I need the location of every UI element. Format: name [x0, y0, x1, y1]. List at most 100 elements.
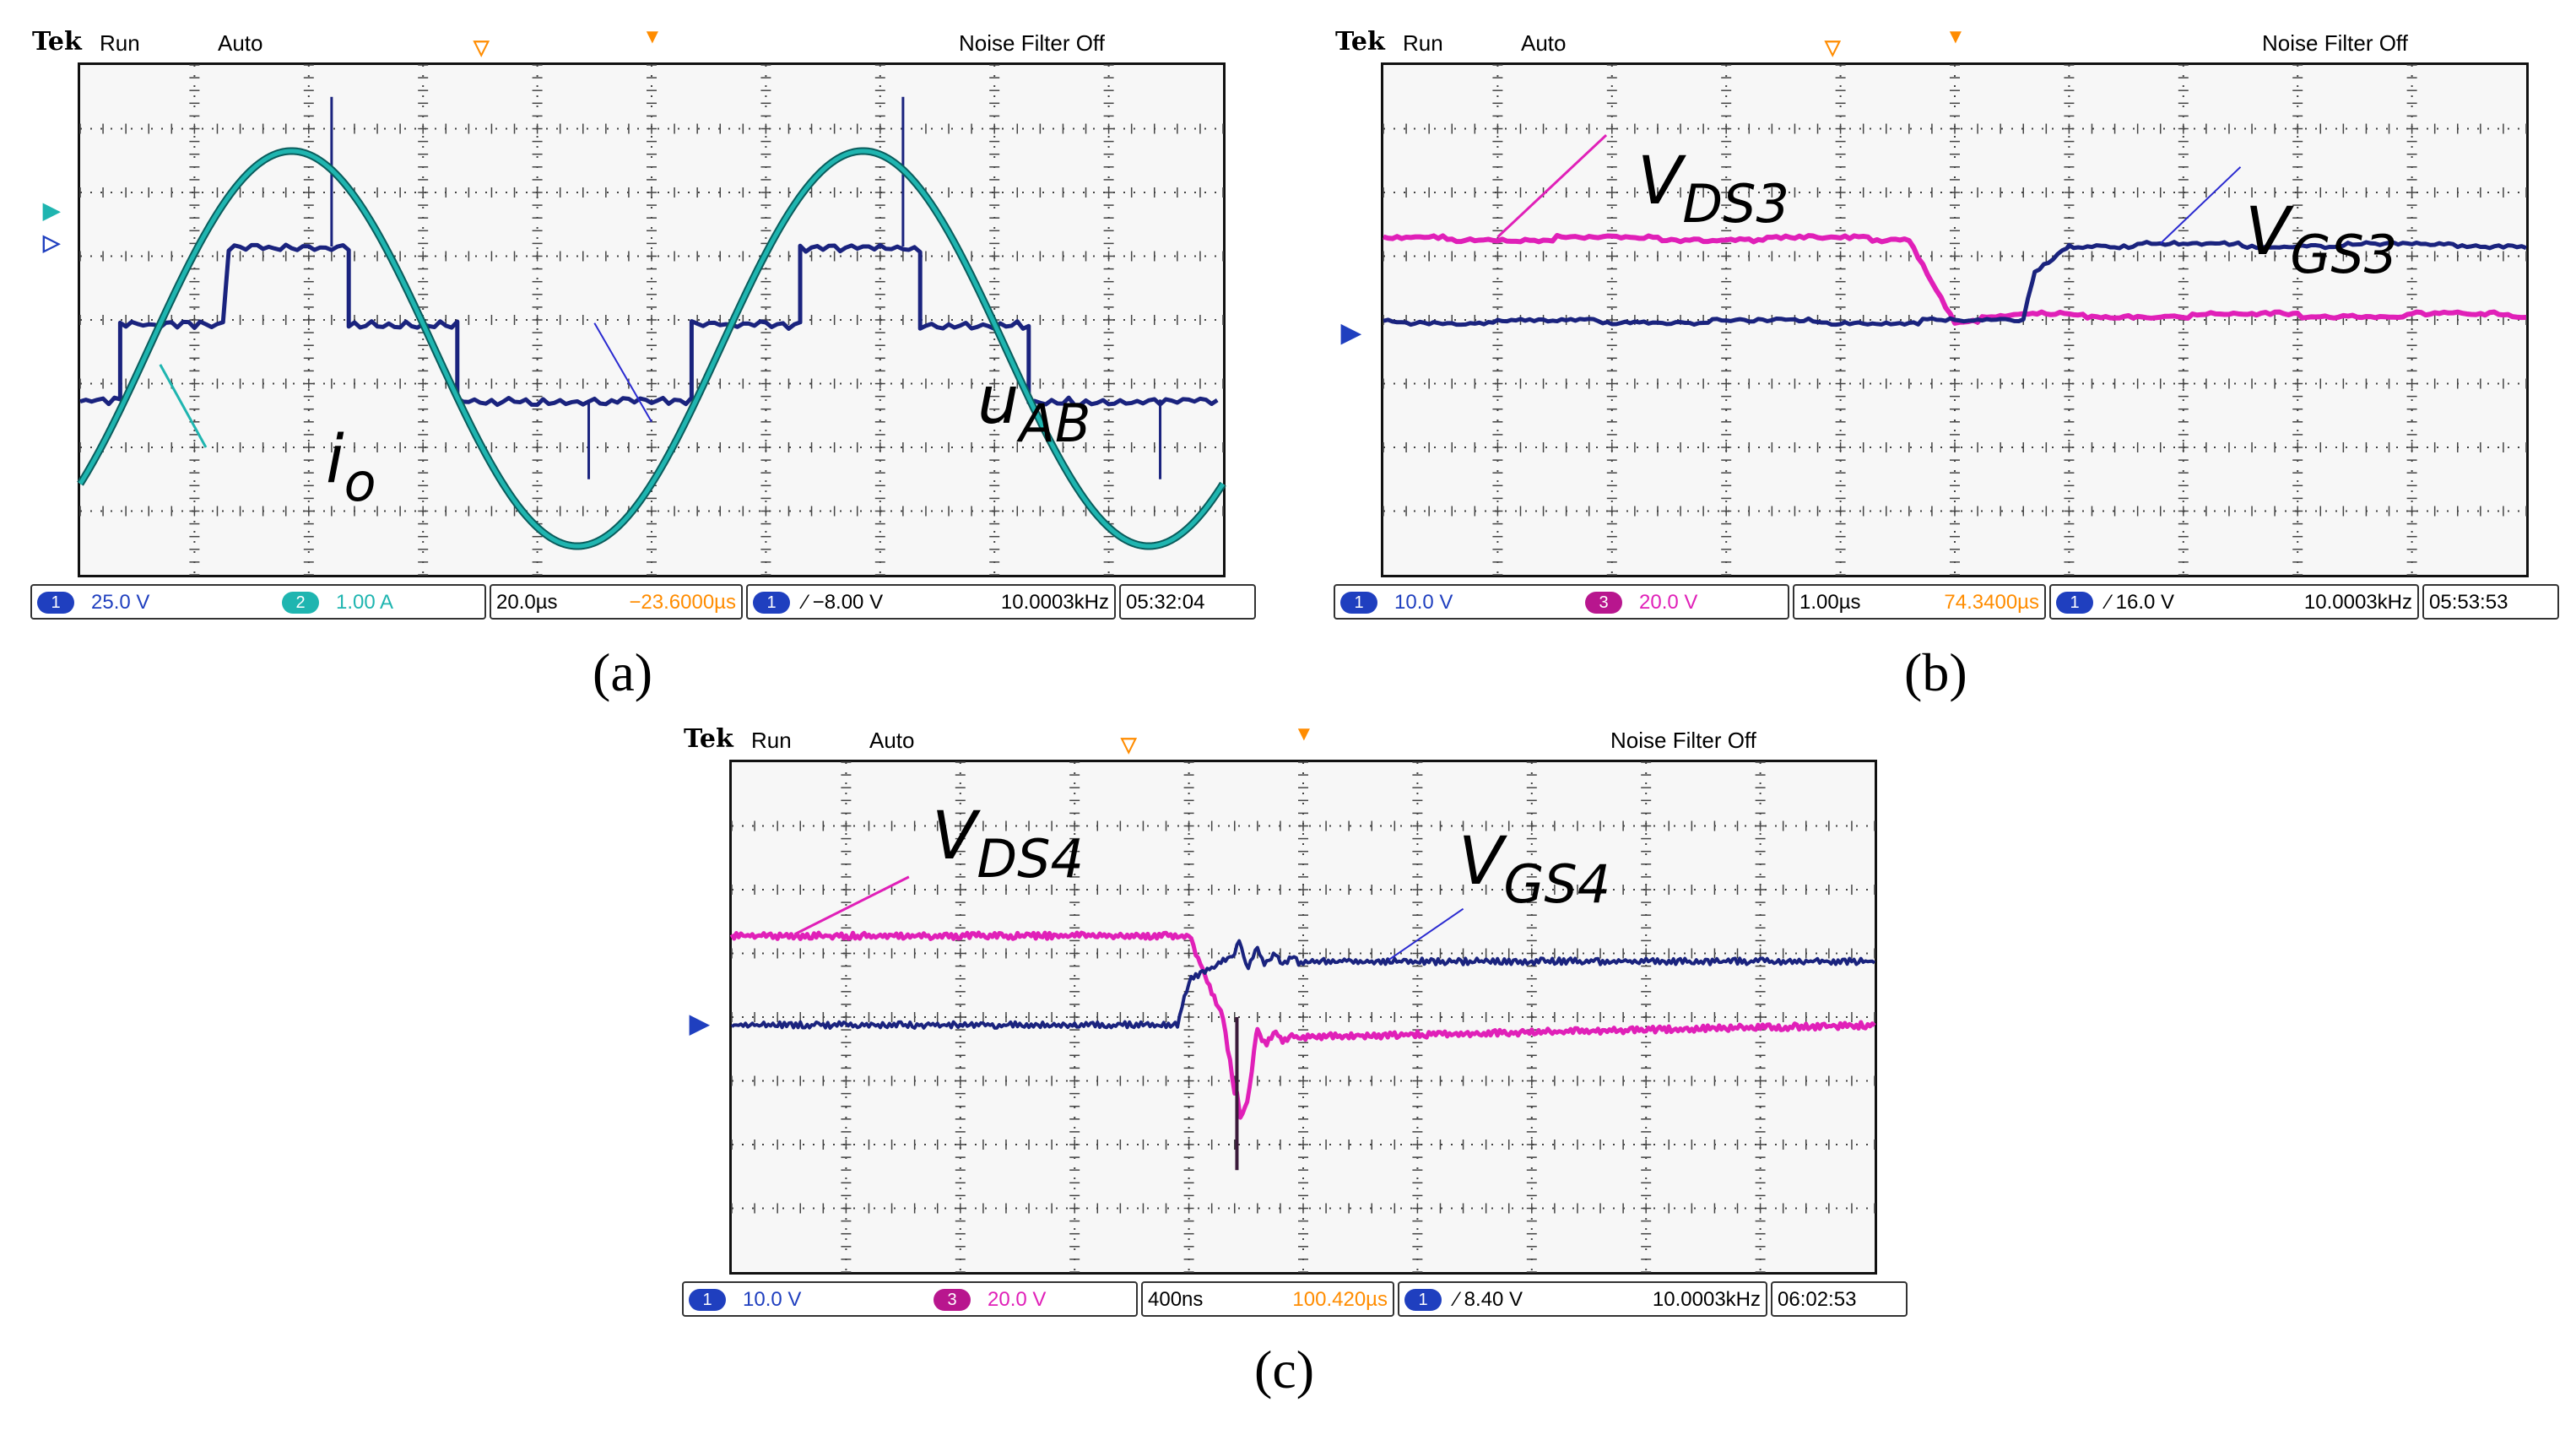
channel-3-badge[interactable]: 3 — [1585, 592, 1622, 614]
timebase-cell[interactable]: 400ns 100.420µs — [1141, 1281, 1394, 1317]
trigger-position-marker: ▽ — [1825, 36, 1841, 59]
clock-time: 06:02:53 — [1778, 1288, 1857, 1311]
annotation-io-sub: o — [344, 452, 376, 513]
timebase-cell[interactable]: 1.00µs 74.3400µs — [1793, 584, 2046, 620]
waveform-grid: ▶ ▷ — [42, 62, 1226, 577]
trigger-mode: Auto — [218, 30, 263, 56]
brand-label: Tek — [684, 724, 733, 754]
annotation-vgs4: VGS4 — [1458, 824, 1610, 915]
clock-cell: 06:02:53 — [1771, 1281, 1908, 1317]
scope-topbar: Tek Run Auto Noise Filter Off ▽ ▼ — [1334, 25, 2559, 62]
channel-1-scale: 25.0 V — [91, 591, 150, 614]
subfigure-label-c: (c) — [1254, 1340, 1315, 1399]
scope-topbar: Tek Run Auto Noise Filter Off ▽ ▼ — [682, 723, 1908, 760]
waveform-plot: ▶ — [1340, 64, 2527, 576]
annotation-vds4: VDS4 — [932, 798, 1084, 890]
noise-filter-status: Noise Filter Off — [1610, 728, 1756, 753]
trigger-cell[interactable]: 1 ∕ 8.40 V 10.0003kHz — [1398, 1281, 1767, 1317]
channel-settings-cell[interactable]: 1 10.0 V 3 20.0 V — [682, 1281, 1138, 1317]
annotation-vds4-main: V — [932, 798, 977, 874]
annotation-vds3-leader — [1496, 133, 1608, 238]
time-offset-value: −23.6000µs — [629, 591, 736, 614]
trigger-center-marker: ▼ — [642, 25, 663, 48]
series-uab-line — [79, 242, 1219, 408]
annotation-io-main: i — [326, 422, 344, 498]
channel-settings-cell[interactable]: 1 10.0 V 3 20.0 V — [1334, 584, 1789, 620]
annotation-vgs3-main: V — [2245, 194, 2291, 270]
clock-time: 05:32:04 — [1126, 591, 1205, 614]
clock-time: 05:53:53 — [2429, 591, 2508, 614]
series-vgs3-line — [1383, 240, 2527, 328]
trigger-frequency: 10.0003kHz — [2303, 591, 2412, 614]
annotation-vds4-leader — [793, 875, 910, 936]
annotation-vgs3: VGS3 — [2245, 194, 2397, 285]
timebase-value: 400ns — [1148, 1288, 1204, 1311]
channel-3-scale: 20.0 V — [1639, 591, 1698, 614]
trigger-channel-badge[interactable]: 1 — [753, 592, 790, 614]
trigger-mode: Auto — [869, 728, 915, 753]
waveform-grid: ▶ — [1340, 62, 2529, 577]
trigger-cell[interactable]: 1 ∕ 16.0 V 10.0003kHz — [2049, 584, 2419, 620]
annotation-vgs3-leader — [2160, 166, 2242, 245]
channel-1-ground-marker: ▶ — [1340, 319, 1362, 347]
trigger-channel-badge[interactable]: 1 — [2056, 592, 2093, 614]
trigger-level: ∕ 16.0 V — [2107, 591, 2175, 614]
status-bar: 1 10.0 V 3 20.0 V 1.00µs 74.3400µs 1 ∕ 1… — [1334, 584, 2559, 623]
channel-1-ground-marker: ▷ — [42, 230, 61, 255]
channel-1-badge[interactable]: 1 — [1340, 592, 1377, 614]
waveform-plot: ▶ — [689, 761, 1876, 1273]
noise-filter-status: Noise Filter Off — [959, 30, 1105, 56]
channel-1-scale: 10.0 V — [1394, 591, 1453, 614]
channel-2-scale: 1.00 A — [336, 591, 394, 614]
annotation-vgs3-sub: GS3 — [2290, 224, 2398, 285]
scope-panel-b: Tek Run Auto Noise Filter Off ▽ ▼ ▶ 1 10… — [1334, 25, 2559, 623]
channel-1-scale: 10.0 V — [743, 1288, 802, 1311]
trigger-frequency: 10.0003kHz — [1652, 1288, 1761, 1311]
channel-1-badge[interactable]: 1 — [37, 592, 74, 614]
clock-cell: 05:53:53 — [2422, 584, 2559, 620]
annotation-vgs4-leader — [1388, 907, 1464, 961]
annotation-vds3: VDS3 — [1637, 143, 1789, 235]
trigger-cell[interactable]: 1 ∕ −8.00 V 10.0003kHz — [746, 584, 1116, 620]
annotation-io-leader — [159, 364, 208, 448]
channel-3-badge[interactable]: 3 — [934, 1289, 971, 1311]
channel-1-ground-marker: ▶ — [689, 1010, 711, 1038]
status-bar: 1 25.0 V 2 1.00 A 20.0µs −23.6000µs 1 ∕ … — [30, 584, 1256, 623]
trigger-mode: Auto — [1521, 30, 1567, 56]
timebase-value: 20.0µs — [496, 591, 558, 614]
annotation-uab-main: u — [977, 363, 1020, 439]
annotation-uab-sub: AB — [1019, 392, 1091, 454]
brand-label: Tek — [32, 27, 82, 57]
run-status: Run — [751, 728, 792, 753]
trigger-center-marker: ▼ — [1946, 25, 1966, 48]
trigger-center-marker: ▼ — [1294, 723, 1314, 745]
channel-3-scale: 20.0 V — [988, 1288, 1047, 1311]
status-bar: 1 10.0 V 3 20.0 V 400ns 100.420µs 1 ∕ 8.… — [682, 1281, 1908, 1320]
annotation-io: io — [326, 422, 376, 513]
timebase-cell[interactable]: 20.0µs −23.6000µs — [490, 584, 743, 620]
annotation-vds3-main: V — [1637, 143, 1683, 219]
scope-panel-a: Tek Run Auto Noise Filter Off ▽ ▼ ▶ ▷ 1 2… — [30, 25, 1256, 623]
waveform-grid: ▶ — [689, 760, 1877, 1275]
brand-label: Tek — [1335, 27, 1385, 57]
annotation-vds4-sub: DS4 — [977, 828, 1084, 890]
run-status: Run — [1403, 30, 1443, 56]
annotation-vgs4-main: V — [1458, 824, 1504, 900]
channel-2-ground-marker: ▶ — [42, 198, 61, 223]
run-status: Run — [100, 30, 140, 56]
scope-topbar: Tek Run Auto Noise Filter Off ▽ ▼ — [30, 25, 1256, 62]
series-vds4-line — [729, 930, 1876, 1120]
timebase-value: 1.00µs — [1799, 591, 1861, 614]
channel-1-badge[interactable]: 1 — [689, 1289, 726, 1311]
time-offset-value: 74.3400µs — [1944, 591, 2039, 614]
trigger-frequency: 10.0003kHz — [1000, 591, 1109, 614]
subfigure-label-a: (a) — [593, 642, 653, 702]
time-offset-value: 100.420µs — [1292, 1288, 1388, 1311]
annotation-uab-leader — [593, 322, 652, 423]
trigger-channel-badge[interactable]: 1 — [1404, 1289, 1442, 1311]
channel-settings-cell[interactable]: 1 25.0 V 2 1.00 A — [30, 584, 486, 620]
subfigure-label-b: (b) — [1904, 642, 1967, 702]
waveform-plot: ▶▷ — [42, 64, 1226, 576]
channel-2-badge[interactable]: 2 — [282, 592, 319, 614]
annotation-uab: uAB — [977, 363, 1090, 454]
